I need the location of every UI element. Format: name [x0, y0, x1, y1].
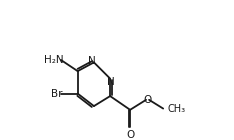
Text: H₂N: H₂N — [44, 55, 64, 65]
Text: N: N — [107, 77, 115, 87]
Text: Br: Br — [51, 89, 62, 99]
Text: O: O — [126, 130, 134, 140]
Text: N: N — [88, 56, 95, 66]
Text: O: O — [143, 95, 152, 105]
Text: CH₃: CH₃ — [168, 104, 186, 114]
